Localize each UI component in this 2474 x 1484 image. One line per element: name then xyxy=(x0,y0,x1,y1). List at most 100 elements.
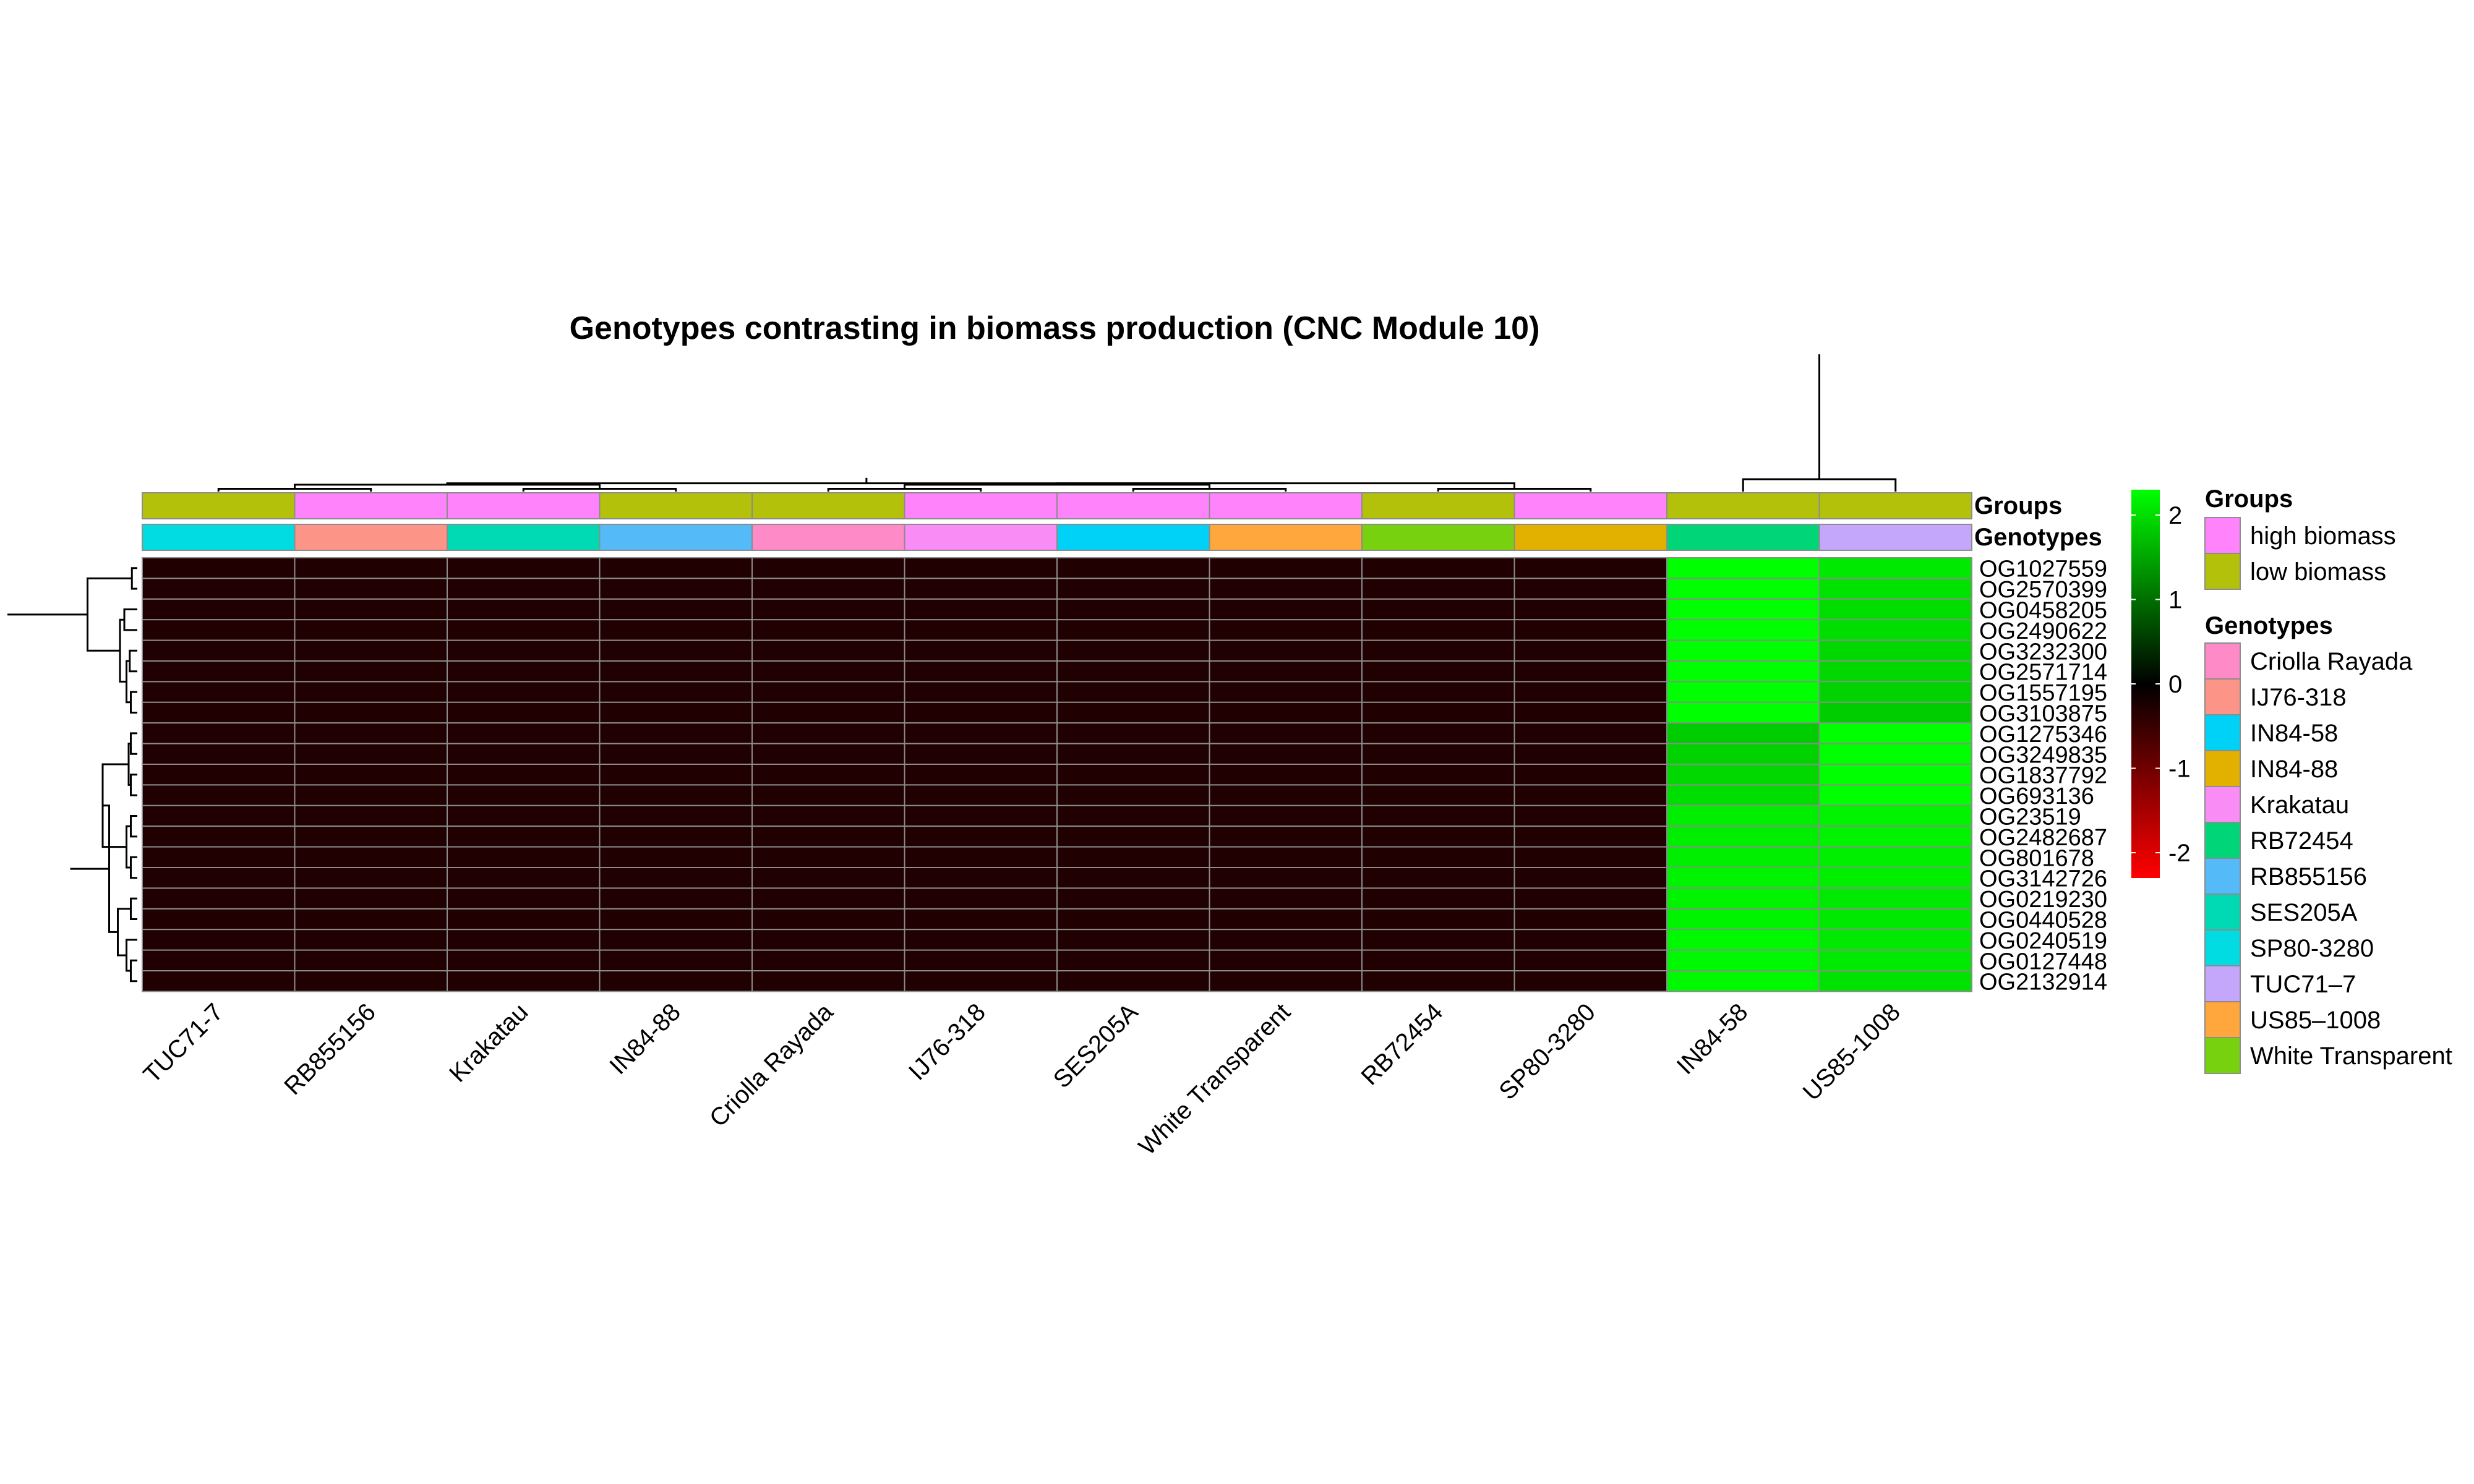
heatmap-cell xyxy=(142,804,296,827)
annotation-groups-cell xyxy=(599,492,753,519)
heatmap-cell xyxy=(1056,743,1210,765)
heatmap-cell xyxy=(1361,598,1515,621)
heatmap-cell xyxy=(447,825,601,848)
color-scale-tick-label: 0 xyxy=(2168,671,2182,698)
row-label: OG2132914 xyxy=(1979,970,2107,996)
heatmap-cell xyxy=(1209,970,1363,992)
heatmap-cell xyxy=(1361,681,1515,703)
heatmap-cell xyxy=(904,619,1058,641)
genotypes-legend-swatch xyxy=(2204,1037,2241,1074)
heatmap-cell xyxy=(1209,639,1363,662)
heatmap-cell xyxy=(142,764,296,786)
heatmap-cell xyxy=(1209,722,1363,744)
heatmap-cell xyxy=(1666,557,1820,579)
row-dendrogram-branch xyxy=(131,567,137,590)
heatmap-cell xyxy=(294,764,448,786)
row-label: OG3249835 xyxy=(1979,742,2107,768)
heatmap-cell xyxy=(447,639,601,662)
heatmap-cell xyxy=(1818,804,1972,827)
heatmap-cell xyxy=(1209,784,1363,806)
heatmap-cell xyxy=(904,743,1058,765)
heatmap-cell xyxy=(599,681,753,703)
genotypes-legend-label: Krakatau xyxy=(2250,791,2349,819)
annotation-genotypes-cell xyxy=(1361,524,1515,551)
heatmap-cell xyxy=(447,908,601,931)
heatmap-cell xyxy=(1056,578,1210,600)
heatmap-cell xyxy=(1513,660,1667,683)
groups-legend-swatch xyxy=(2204,553,2241,590)
heatmap-cell xyxy=(1818,660,1972,683)
heatmap-cell xyxy=(1666,722,1820,744)
heatmap-cell xyxy=(1513,743,1667,765)
heatmap-cell xyxy=(447,867,601,889)
annotation-genotypes-cell xyxy=(1666,524,1820,551)
heatmap-cell xyxy=(904,681,1058,703)
genotypes-legend-swatch xyxy=(2204,714,2241,751)
heatmap-cell xyxy=(142,722,296,744)
heatmap-cell xyxy=(1056,619,1210,641)
heatmap-cell xyxy=(599,970,753,992)
heatmap-cell xyxy=(1513,681,1667,703)
heatmap-cell xyxy=(1361,825,1515,848)
heatmap-cell xyxy=(447,598,601,621)
heatmap-cell xyxy=(142,598,296,621)
annotation-groups-cell xyxy=(294,492,448,519)
heatmap-cell xyxy=(1513,804,1667,827)
heatmap-cell xyxy=(599,619,753,641)
heatmap-cell xyxy=(599,929,753,951)
column-label: RB855156 xyxy=(279,999,381,1101)
heatmap-cell xyxy=(1361,578,1515,600)
column-dendrogram-branch xyxy=(1437,488,1592,492)
heatmap-cell xyxy=(1361,743,1515,765)
heatmap-cell xyxy=(751,867,905,889)
heatmap-cell xyxy=(1209,578,1363,600)
heatmap-cell xyxy=(1666,908,1820,931)
heatmap-cell xyxy=(1818,722,1972,744)
row-dendrogram-branch xyxy=(130,774,137,796)
heatmap-cell xyxy=(1666,598,1820,621)
row-label: OG3142726 xyxy=(1979,866,2107,892)
heatmap-cell xyxy=(294,846,448,868)
column-dendrogram-branch xyxy=(827,488,982,492)
heatmap-cell xyxy=(904,639,1058,662)
heatmap-cell xyxy=(1209,908,1363,931)
heatmap-cell xyxy=(1818,743,1972,765)
heatmap-cell xyxy=(1818,598,1972,621)
groups-legend-label: high biomass xyxy=(2250,522,2396,550)
heatmap-cell xyxy=(1361,639,1515,662)
heatmap-cell xyxy=(447,784,601,806)
row-label: OG2482687 xyxy=(1979,825,2107,851)
genotypes-legend-title: Genotypes xyxy=(2205,612,2333,639)
heatmap-cell xyxy=(599,867,753,889)
row-dendrogram-branch xyxy=(117,908,131,957)
annotation-groups-cell xyxy=(142,492,296,519)
heatmap-cell xyxy=(599,639,753,662)
annotation-genotypes-cell xyxy=(751,524,905,551)
heatmap-cell xyxy=(1666,825,1820,848)
row-label: OG801678 xyxy=(1979,845,2094,871)
annotation-groups-cell xyxy=(751,492,905,519)
heatmap-cell xyxy=(1666,578,1820,600)
heatmap-cell xyxy=(904,804,1058,827)
heatmap-cell xyxy=(599,949,753,971)
heatmap-cell xyxy=(294,660,448,683)
heatmap-cell xyxy=(1056,929,1210,951)
annotation-groups-track xyxy=(142,492,1972,519)
heatmap-cell xyxy=(294,578,448,600)
heatmap-cell xyxy=(1209,681,1363,703)
heatmap-cell xyxy=(599,722,753,744)
heatmap-cell xyxy=(1209,598,1363,621)
color-scale-tick-label: -2 xyxy=(2168,840,2191,867)
heatmap-cell xyxy=(751,804,905,827)
heatmap-cell xyxy=(751,846,905,868)
row-label: OG0458205 xyxy=(1979,598,2107,624)
heatmap-cell xyxy=(1666,764,1820,786)
heatmap-cell xyxy=(1513,846,1667,868)
row-label: OG693136 xyxy=(1979,783,2094,809)
annotation-groups-cell xyxy=(1056,492,1210,519)
genotypes-legend-swatch xyxy=(2204,965,2241,1002)
heatmap-cell xyxy=(599,846,753,868)
heatmap-cell xyxy=(294,970,448,992)
heatmap-cell xyxy=(447,743,601,765)
